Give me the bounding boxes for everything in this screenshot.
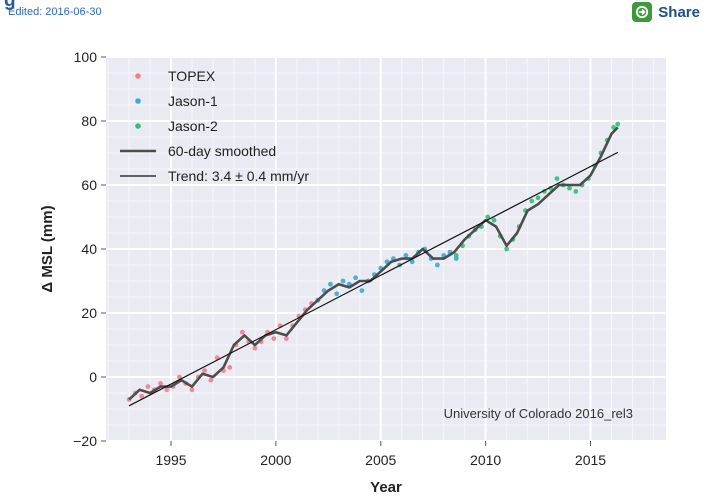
y-tick-labels: −20 0 20 40 60 80 100 (73, 49, 97, 449)
x-tick-label: 2010 (470, 452, 501, 468)
point-topex (283, 336, 289, 341)
x-tick-label: 2000 (260, 452, 291, 468)
point-jason-2 (573, 189, 579, 194)
legend-label: Jason-2 (168, 118, 218, 134)
point-topex (271, 336, 277, 341)
x-tick-labels: 1995 2000 2005 2010 2015 (155, 452, 606, 468)
point-jason-2 (611, 125, 616, 130)
legend-marker (135, 98, 141, 104)
point-topex (202, 368, 207, 373)
y-tick-label: 80 (81, 113, 97, 129)
x-tick-label: 2015 (575, 452, 606, 468)
share-label: Share (658, 3, 700, 21)
legend: TOPEX Jason-1 Jason-2 60-day smoothed Trend:… (120, 68, 309, 184)
edited-date: Edited: 2016-06-30 (8, 6, 102, 18)
legend-label: Jason-1 (168, 93, 218, 109)
top-bar: g Edited: 2016-06-30 Share (0, 0, 706, 30)
smoothed-line (128, 126, 619, 401)
point-topex (239, 329, 245, 335)
point-jason-2 (504, 246, 509, 252)
legend-marker (135, 123, 141, 129)
point-topex (158, 381, 163, 386)
point-jason-1 (340, 278, 346, 284)
y-tick-label: −20 (73, 433, 97, 449)
share-icon (632, 2, 653, 22)
point-jason-2 (485, 214, 491, 220)
point-jason-2 (615, 121, 621, 127)
point-topex (164, 387, 170, 393)
legend-label: TOPEX (168, 68, 216, 84)
tick-marks (101, 56, 591, 446)
point-topex (189, 387, 195, 393)
point-jason-2 (567, 185, 572, 191)
point-jason-2 (491, 217, 497, 223)
share-button[interactable]: Share (632, 2, 700, 22)
point-topex (139, 393, 145, 399)
point-jason-2 (453, 253, 459, 258)
point-jason-2 (529, 198, 535, 204)
y-tick-label: 20 (81, 305, 97, 321)
data-marks (126, 121, 621, 407)
point-jason-1 (403, 253, 409, 258)
point-topex (227, 365, 233, 370)
legend-label: Trend: 3.4 ± 0.4 mm/yr (168, 168, 309, 184)
point-topex (208, 377, 214, 383)
point-jason-2 (535, 195, 541, 201)
point-jason-1 (353, 275, 358, 281)
source-annotation: University of Colorado 2016_rel3 (444, 406, 633, 421)
x-tick-label: 1995 (155, 452, 186, 468)
legend-marker (135, 73, 141, 79)
major-grid (106, 56, 666, 442)
y-tick-label: 100 (74, 49, 98, 65)
point-jason-2 (554, 176, 560, 182)
point-jason-1 (409, 259, 415, 265)
trend-line (128, 151, 619, 407)
point-jason-1 (328, 281, 333, 287)
y-tick-label: 40 (81, 241, 97, 257)
x-tick-label: 2005 (365, 452, 396, 468)
point-jason-1 (334, 291, 340, 297)
point-topex (252, 345, 258, 351)
y-tick-label: 0 (89, 369, 97, 385)
x-axis-label: Year (370, 479, 402, 496)
y-axis-label: Δ MSL (mm) (39, 205, 56, 292)
y-tick-label: 60 (81, 177, 97, 193)
point-jason-1 (434, 262, 440, 268)
legend-label: 60-day smoothed (168, 143, 276, 159)
point-topex (177, 374, 182, 380)
page-heading: g (4, 0, 17, 11)
point-topex (145, 384, 151, 389)
point-jason-1 (359, 288, 365, 293)
